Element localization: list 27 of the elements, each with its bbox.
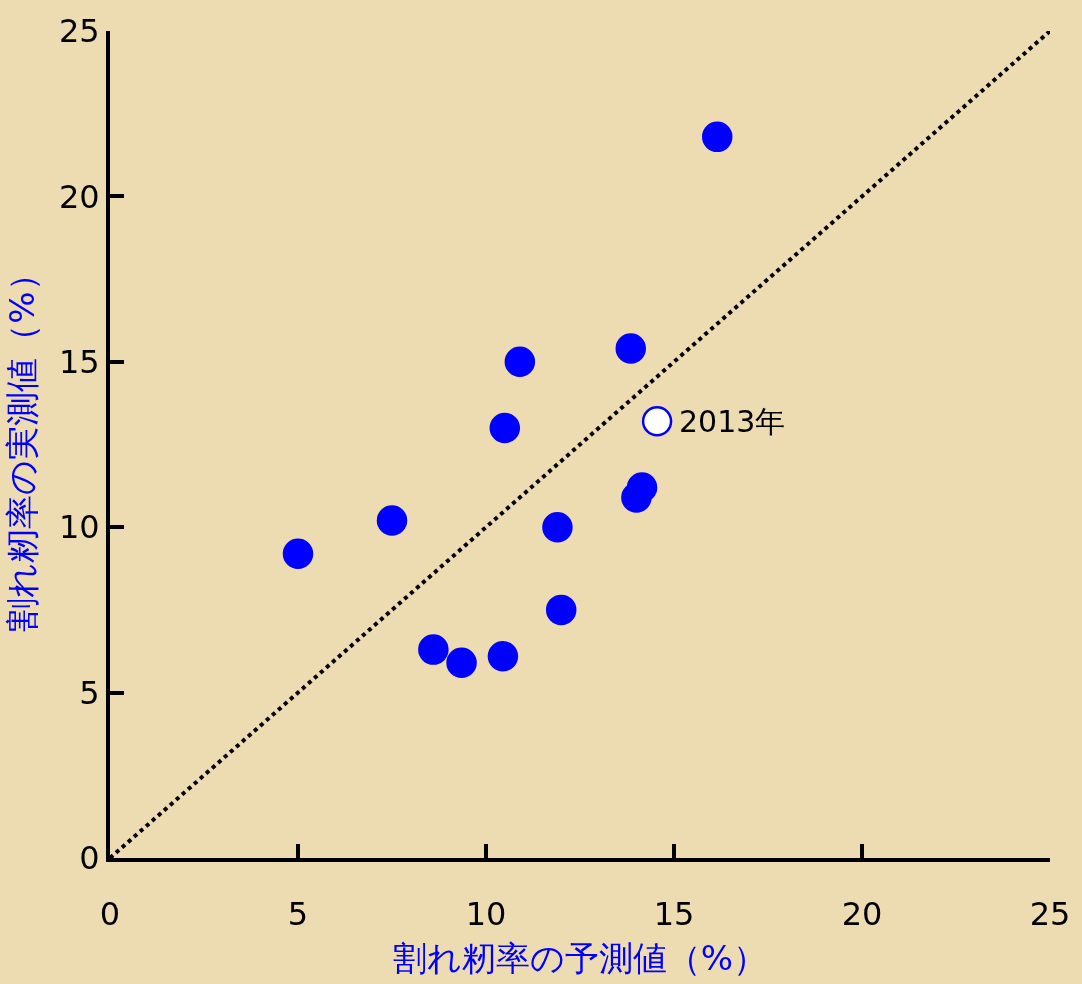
y-tick-label: 25 xyxy=(58,12,100,51)
y-tick-label: 0 xyxy=(79,839,100,878)
point xyxy=(504,346,536,378)
y-tick-label: 10 xyxy=(58,508,100,547)
point xyxy=(487,640,519,672)
y-tick-label: 20 xyxy=(58,177,100,216)
point xyxy=(615,333,647,364)
x-tick-label: 15 xyxy=(653,895,695,934)
point xyxy=(376,505,408,536)
y-axis-title: 割れ籾率の実測値（%） xyxy=(1,257,42,632)
annotation: 2013年 xyxy=(679,404,786,439)
y-tick-label: 15 xyxy=(58,343,100,381)
point xyxy=(489,412,521,444)
point xyxy=(542,511,573,543)
point xyxy=(446,647,477,679)
point xyxy=(702,121,733,153)
x-tick-label: 20 xyxy=(841,895,883,934)
x-tick-label: 25 xyxy=(1029,895,1071,934)
x-tick-label: 10 xyxy=(465,895,507,934)
y-tick-label: 5 xyxy=(79,673,100,712)
x-tick-label: 5 xyxy=(287,895,309,934)
point xyxy=(641,406,673,437)
x-axis-title: 割れ籾率の予測値（%） xyxy=(392,938,768,979)
point xyxy=(282,538,314,569)
point xyxy=(626,472,658,503)
point xyxy=(418,634,449,665)
point xyxy=(545,594,577,626)
